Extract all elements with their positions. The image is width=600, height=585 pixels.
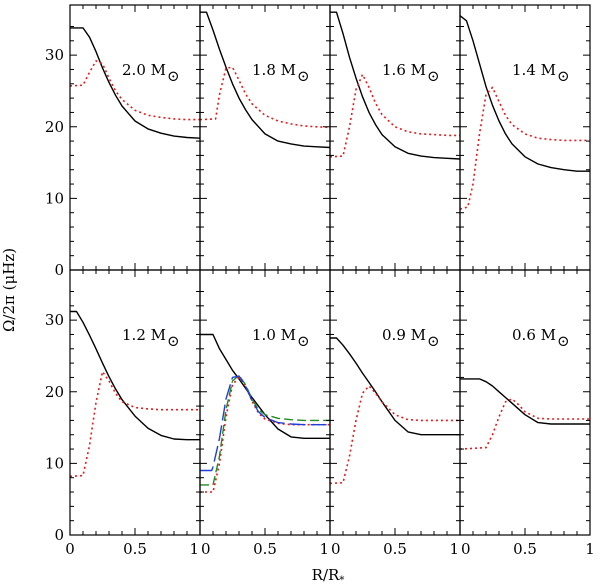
solar-mass-symbol: ⊙ (427, 67, 440, 85)
series-line-longdash-m1.0 (200, 375, 330, 472)
panel-mass-label: 2.0 M (122, 61, 166, 79)
panel-7: 0 0.5 1 0.9 M ⊙ (329, 269, 461, 558)
solar-mass-symbol: ⊙ (167, 332, 180, 350)
series-line-dotted-m1.6 (329, 73, 460, 158)
x-tick-label: 0 (461, 540, 471, 558)
panel-mass-label: 1.8 M (252, 61, 296, 79)
y-tick-label: 10 (45, 189, 64, 207)
x-tick-label: 1 (319, 540, 329, 558)
panel-mass-label: 0.6 M (512, 326, 556, 344)
x-axis-label: R/R* (312, 566, 345, 585)
panel-3: 1.6 M ⊙ (329, 4, 461, 271)
panel-frame (199, 269, 331, 536)
panel-mass-label: 1.4 M (512, 61, 556, 79)
x-tick-label: 0 (201, 540, 211, 558)
x-tick-label: 0 (331, 540, 341, 558)
axes-text-group: Ω/2π (μHz) R/R* (0, 248, 344, 585)
panel-frame (459, 4, 591, 271)
panel-frame (459, 269, 591, 536)
y-axis-label: Ω/2π (μHz) (0, 248, 18, 332)
x-tick-label: 0.5 (253, 540, 277, 558)
panel-mass-label: 1.2 M (122, 326, 166, 344)
panel-frame (329, 4, 461, 271)
panel-frame (329, 269, 461, 536)
series-line-solid-m1.6 (330, 11, 461, 160)
solar-mass-symbol: ⊙ (297, 67, 310, 85)
x-tick-label: 1 (189, 540, 199, 558)
y-tick-label: 30 (45, 311, 64, 329)
panel-6: 0 0.5 1 1.0 M ⊙ (199, 269, 331, 558)
panel-frame (69, 269, 201, 536)
series-line-dashed-m1.0 (200, 374, 330, 486)
series-line-solid-m1.8 (200, 11, 331, 149)
panel-2: 1.8 M ⊙ (199, 4, 331, 271)
y-tick-label: 20 (45, 118, 64, 136)
series-line-dotted-m1.4 (459, 86, 590, 210)
x-tick-label: 0.5 (123, 540, 147, 558)
series-line-solid-m1.0 (200, 333, 330, 439)
x-tick-label: 0.5 (383, 540, 407, 558)
series-line-dotted-m1.8 (199, 66, 331, 129)
series-line-solid-m2.0 (70, 27, 201, 139)
series-line-solid-m0.6 (460, 378, 590, 425)
panel-frame (199, 4, 331, 271)
solar-mass-symbol: ⊙ (427, 332, 440, 350)
x-tick-label: 1 (449, 540, 459, 558)
x-tick-label: 0 (65, 540, 75, 558)
solar-mass-symbol: ⊙ (557, 332, 570, 350)
y-tick-label: 10 (45, 454, 64, 472)
solar-mass-symbol: ⊙ (297, 332, 310, 350)
series-line-dotted-m1.2 (69, 370, 200, 478)
solar-mass-symbol: ⊙ (557, 67, 570, 85)
x-axis-label-subscript: * (339, 575, 344, 585)
panel-5: 0 10 20 30 0 0.5 1 1.2 M ⊙ (45, 269, 201, 558)
x-tick-label: 0.5 (513, 540, 537, 558)
y-tick-label: 0 (54, 261, 64, 279)
series-line-solid-m1.2 (70, 310, 200, 441)
y-tick-label: 30 (45, 46, 64, 64)
panel-mass-label: 1.6 M (382, 61, 426, 79)
series-line-dotted-m0.9 (329, 385, 460, 485)
series-line-dotted-m0.6 (459, 398, 590, 450)
panel-mass-label: 1.0 M (252, 326, 296, 344)
series-line-solid-m0.9 (330, 337, 460, 436)
x-tick-label: 1 (585, 540, 595, 558)
x-axis-label-main: R/R (312, 566, 340, 584)
y-tick-label: 0 (54, 526, 64, 544)
solar-mass-symbol: ⊙ (167, 67, 180, 85)
panel-mass-label: 0.9 M (382, 326, 426, 344)
series-line-solid-m1.4 (459, 15, 590, 172)
y-tick-label: 20 (45, 383, 64, 401)
panel-4: 1.4 M ⊙ (459, 4, 591, 271)
panel-8: 0 0.5 1 0.6 M ⊙ (459, 269, 595, 558)
panel-1: 0 10 20 30 2.0 M ⊙ (45, 4, 201, 279)
